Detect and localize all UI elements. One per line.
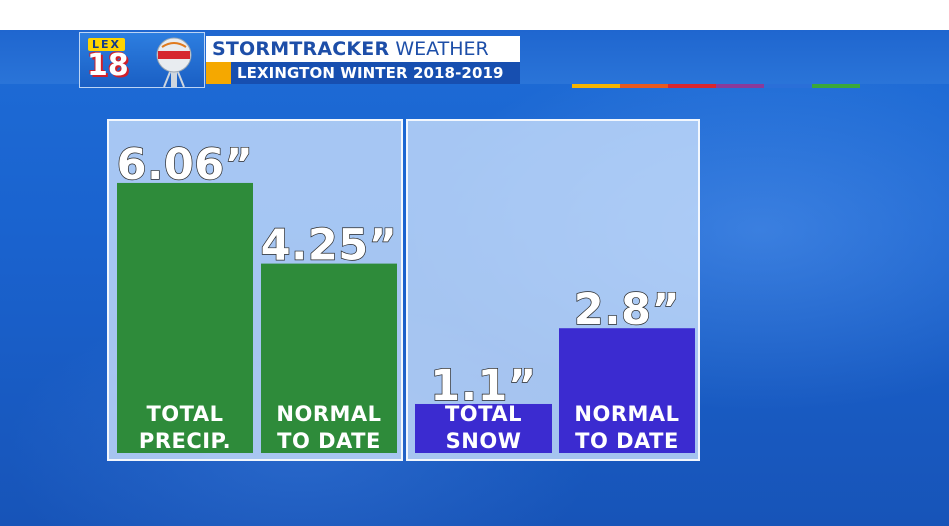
precip-value-label-2: 4.25” xyxy=(261,221,398,271)
precip-value-label-1: 6.06” xyxy=(117,140,254,190)
title-regular: WEATHER xyxy=(395,38,489,60)
color-strip-segment xyxy=(764,84,812,88)
color-strip-segment xyxy=(620,84,668,88)
color-strip-segment xyxy=(812,84,860,88)
snow-value-label-1: 1.1” xyxy=(430,361,536,411)
snow-category-label-2: NORMAL TO DATE xyxy=(574,402,679,453)
precip-category-label-2: NORMAL TO DATE xyxy=(276,402,381,453)
color-strip-segment xyxy=(572,84,620,88)
snow-chart-panel: 1.1” TOTAL SNOW 2.8” NORMAL TO DATE xyxy=(406,119,700,461)
logo-lex-text: LEX xyxy=(88,38,126,51)
snow-category-label-1: TOTAL SNOW xyxy=(445,402,522,453)
color-strip-segment xyxy=(668,84,716,88)
subtitle-bar: LEXINGTON WINTER 2018-2019 xyxy=(231,62,520,84)
snow-value-label-2: 2.8” xyxy=(574,285,680,335)
title-bar: STORMTRACKER WEATHER xyxy=(206,36,520,62)
precip-chart-panel: 6.06” TOTAL PRECIP. 4.25” NORMAL TO DATE xyxy=(107,119,403,461)
subtitle-text: LEXINGTON WINTER 2018-2019 xyxy=(237,64,504,82)
logo-number-text: 18 xyxy=(87,48,129,83)
color-strip-segment xyxy=(716,84,764,88)
subtitle-accent xyxy=(206,62,231,84)
title-bold: STORMTRACKER xyxy=(212,38,390,60)
station-logo: LEX 18 xyxy=(79,32,205,88)
precip-bar-2 xyxy=(261,263,397,453)
precip-category-label-1: TOTAL PRECIP. xyxy=(139,402,231,453)
snow-bar-chart: 1.1”TOTAL SNOW 2.8” NORMAL TO DATE xyxy=(415,285,695,453)
water-tower-icon xyxy=(156,37,192,87)
color-strip xyxy=(572,84,860,88)
snow-bar-2 xyxy=(559,328,695,453)
precip-bar-chart: 6.06” TOTAL PRECIP. 4.25” NORMAL TO DATE xyxy=(116,139,398,454)
precip-bar-1 xyxy=(117,182,253,454)
snow-bar-1 xyxy=(415,403,552,453)
